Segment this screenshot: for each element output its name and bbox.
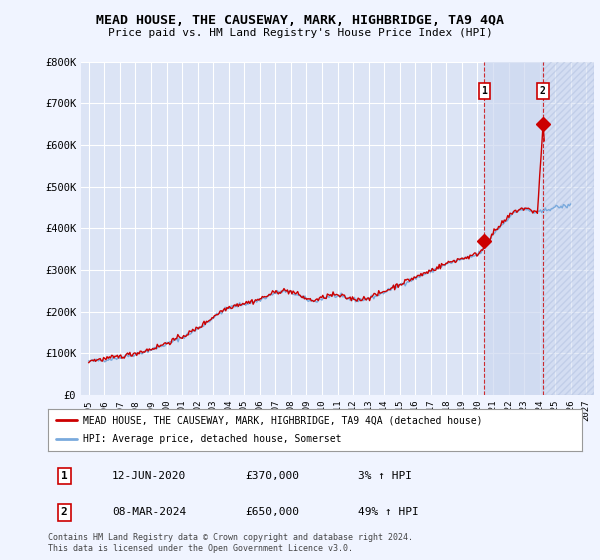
Text: HPI: Average price, detached house, Somerset: HPI: Average price, detached house, Some…: [83, 435, 341, 445]
Text: 2: 2: [61, 507, 67, 517]
Text: 1: 1: [481, 86, 487, 96]
Text: 3% ↑ HPI: 3% ↑ HPI: [358, 471, 412, 481]
Text: £650,000: £650,000: [245, 507, 299, 517]
Text: 49% ↑ HPI: 49% ↑ HPI: [358, 507, 418, 517]
Text: 12-JUN-2020: 12-JUN-2020: [112, 471, 187, 481]
Text: 1: 1: [61, 471, 67, 481]
Text: Price paid vs. HM Land Registry's House Price Index (HPI): Price paid vs. HM Land Registry's House …: [107, 28, 493, 38]
Bar: [484, 62, 543, 395]
Text: 08-MAR-2024: 08-MAR-2024: [112, 507, 187, 517]
Text: MEAD HOUSE, THE CAUSEWAY, MARK, HIGHBRIDGE, TA9 4QA: MEAD HOUSE, THE CAUSEWAY, MARK, HIGHBRID…: [96, 14, 504, 27]
Bar: [543, 62, 594, 395]
Text: Contains HM Land Registry data © Crown copyright and database right 2024.
This d: Contains HM Land Registry data © Crown c…: [48, 533, 413, 553]
Text: 2: 2: [540, 86, 545, 96]
Text: MEAD HOUSE, THE CAUSEWAY, MARK, HIGHBRIDGE, TA9 4QA (detached house): MEAD HOUSE, THE CAUSEWAY, MARK, HIGHBRID…: [83, 415, 482, 425]
Text: £370,000: £370,000: [245, 471, 299, 481]
